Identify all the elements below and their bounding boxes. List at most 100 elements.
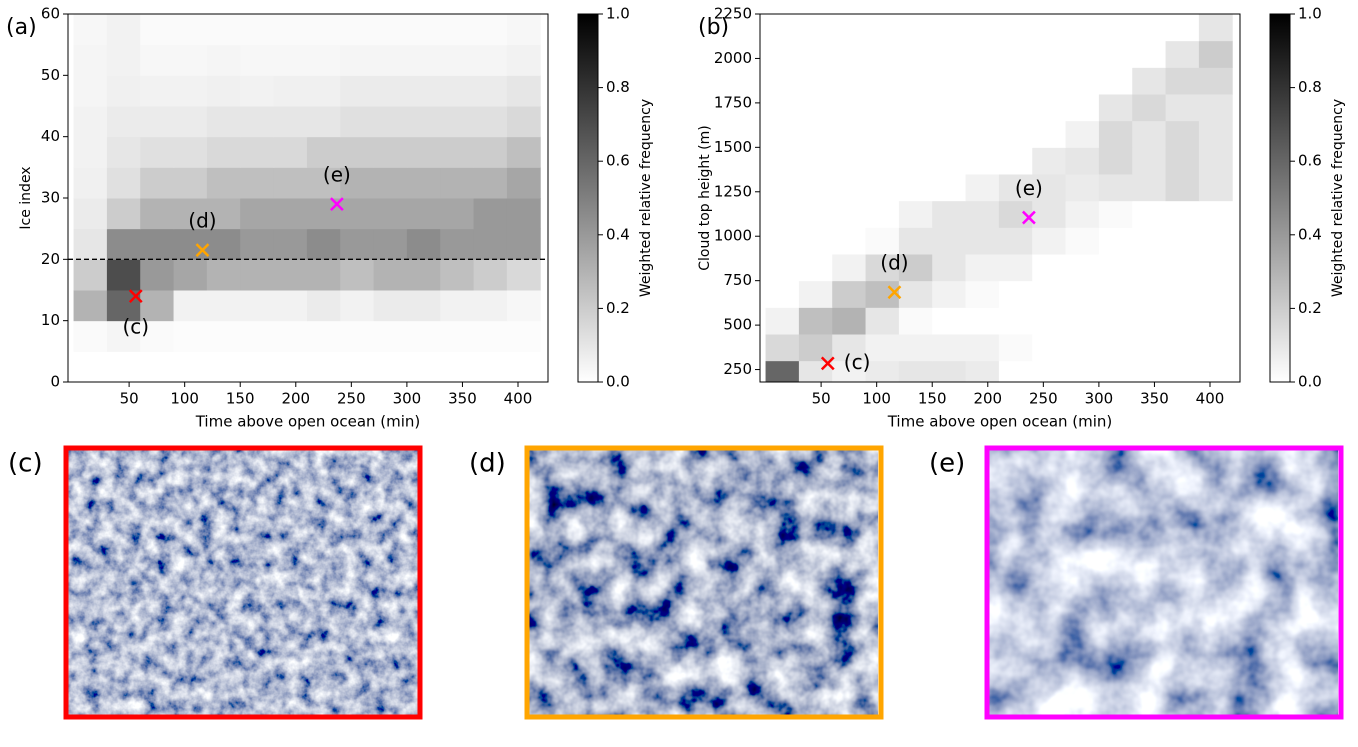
panel-label: (b) [698, 15, 729, 40]
photo-label: (c) [8, 449, 43, 479]
x-tick-label: 400 [1196, 390, 1225, 408]
heatmap-cell [340, 106, 375, 138]
marker-stroke [1022, 210, 1036, 225]
heatmap-cell [898, 334, 933, 362]
heatmap-cell [1065, 120, 1100, 148]
heatmap-cell [1032, 174, 1067, 202]
heatmap-cell [340, 320, 375, 352]
heatmap-cell [998, 307, 1033, 335]
heatmap-cell [1132, 200, 1167, 228]
heatmap-cell [440, 320, 475, 352]
heatmap-cell [998, 334, 1033, 362]
heatmap-cell [240, 351, 275, 382]
heatmap-cell [1032, 227, 1067, 255]
heatmap-cell [932, 120, 967, 148]
heatmap-cell [965, 334, 1000, 362]
heatmap-cell [965, 67, 1000, 95]
heatmap-cell [406, 44, 441, 76]
heatmap-cell [1065, 227, 1100, 255]
heatmap-cell [506, 320, 541, 352]
x-tick-label: 250 [337, 390, 366, 408]
heatmap-cell [440, 136, 475, 168]
heatmap-cell [273, 228, 308, 260]
heatmap-cell [898, 307, 933, 335]
heatmap-cell [1065, 254, 1100, 282]
y-tick-label: 0 [50, 373, 60, 391]
heatmap-cell [173, 351, 208, 382]
heatmap-cell [173, 320, 208, 352]
heatmap-cell [73, 259, 108, 291]
colorbar-label: Weighted relative frequency [638, 99, 654, 297]
heatmap-cell [506, 259, 541, 291]
heatmap-cell [765, 360, 800, 382]
heatmap-cell [440, 14, 475, 46]
x-tick-label: 100 [170, 390, 199, 408]
heatmap-cell [998, 147, 1033, 175]
heatmap-cell [1165, 307, 1200, 335]
x-tick-label: 300 [393, 390, 422, 408]
colorbar-tick-label: 0.6 [606, 152, 630, 170]
x-tick-label: 350 [1140, 390, 1169, 408]
heatmap-cell [1132, 147, 1167, 175]
heatmap-cell [865, 120, 900, 148]
heatmap-cell [1198, 147, 1233, 175]
heatmap-cell [1098, 334, 1133, 362]
heatmap-cell [965, 174, 1000, 202]
heatmap-cell [998, 40, 1033, 68]
heatmap-cell [998, 254, 1033, 282]
heatmap-cell [173, 228, 208, 260]
x-tick-label: 400 [504, 390, 533, 408]
heatmap-cell [106, 136, 141, 168]
x-tick-label: 50 [812, 390, 831, 408]
heatmap-cell [340, 259, 375, 291]
heatmap-cell [440, 106, 475, 138]
heatmap-cell [106, 320, 141, 352]
y-tick-label: 30 [41, 189, 60, 207]
heatmap-cell [473, 228, 508, 260]
heatmap-cell [1065, 360, 1100, 382]
y-tick-label: 40 [41, 127, 60, 145]
heatmap-cell [440, 228, 475, 260]
marker-stroke [128, 289, 143, 304]
heatmap [765, 14, 1233, 382]
heatmap-cell [473, 136, 508, 168]
heatmap-cell [1065, 280, 1100, 308]
heatmap-cell [998, 120, 1033, 148]
heatmap-cell [1098, 227, 1133, 255]
heatmap-cell [832, 94, 867, 122]
heatmap-cell [1165, 334, 1200, 362]
y-tick-label: 10 [41, 311, 60, 329]
heatmap-cell [1065, 174, 1100, 202]
heatmap-cell [473, 167, 508, 199]
heatmap-cell [798, 174, 833, 202]
heatmap-cell [206, 320, 241, 352]
heatmap-cell [765, 40, 800, 68]
heatmap-cell [1198, 200, 1233, 228]
heatmap-cell [1032, 94, 1067, 122]
marker-label: (e) [1015, 176, 1043, 200]
heatmap-cell [273, 290, 308, 322]
heatmap-cell [206, 167, 241, 199]
heatmap-cell [965, 94, 1000, 122]
heatmap-cell [73, 167, 108, 199]
heatmap-cell [306, 167, 341, 199]
heatmap-cell [406, 228, 441, 260]
heatmap-cell [440, 198, 475, 230]
marker-stroke [887, 285, 902, 300]
heatmap-cell [406, 167, 441, 199]
heatmap-cell [1065, 94, 1100, 122]
heatmap-cell [898, 120, 933, 148]
heatmap-cell [506, 44, 541, 76]
heatmap-cell [1198, 280, 1233, 308]
heatmap-cell [998, 227, 1033, 255]
heatmap-cell [273, 14, 308, 46]
heatmap-cell [1032, 307, 1067, 335]
heatmap-cell [173, 290, 208, 322]
heatmap-cell [273, 198, 308, 230]
heatmap-cell [865, 147, 900, 175]
heatmap-cell [832, 227, 867, 255]
heatmap-cell [506, 14, 541, 46]
heatmap-cell [440, 259, 475, 291]
heatmap-cell [865, 14, 900, 42]
heatmap-cell [932, 40, 967, 68]
